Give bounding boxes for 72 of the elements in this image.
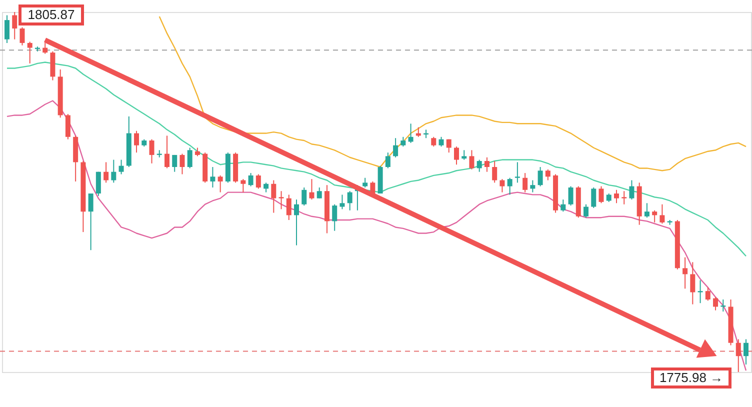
candlestick xyxy=(340,194,345,210)
candlestick xyxy=(568,186,574,206)
candlestick xyxy=(278,190,284,210)
candlestick xyxy=(400,136,406,148)
candlestick xyxy=(210,166,216,188)
candlestick xyxy=(660,204,665,224)
candlestick xyxy=(705,286,710,302)
candlestick xyxy=(286,194,292,221)
candlestick xyxy=(431,136,436,148)
candlestick xyxy=(96,171,101,196)
candlestick xyxy=(507,177,512,196)
candlestick xyxy=(614,189,619,204)
candlestick xyxy=(134,130,140,154)
candlestick xyxy=(309,178,314,200)
candlestick xyxy=(347,190,352,211)
candlestick xyxy=(385,152,390,169)
candlestick xyxy=(316,186,322,199)
candlestick xyxy=(514,162,520,184)
candlestick xyxy=(629,180,634,200)
candlestick xyxy=(476,159,482,172)
candlestick xyxy=(454,146,459,166)
candlestick xyxy=(111,159,116,184)
candlestick xyxy=(88,193,94,251)
candlestick xyxy=(65,114,70,140)
candlestick xyxy=(469,150,474,170)
candlestick xyxy=(713,296,718,311)
candlestick xyxy=(149,138,154,164)
candlestick xyxy=(530,180,536,193)
candlestick xyxy=(538,166,543,187)
candlestick xyxy=(294,199,300,246)
candlestick xyxy=(560,199,566,212)
candlestick xyxy=(4,14,10,44)
annotation: 1775.98 → xyxy=(659,370,724,385)
candlestick xyxy=(180,153,185,175)
candlestick xyxy=(652,210,658,223)
annotation: 1805.87 xyxy=(28,7,75,22)
candlestick xyxy=(408,123,414,144)
candlestick xyxy=(690,262,696,305)
candlestick xyxy=(248,172,254,187)
candlestick xyxy=(240,178,246,193)
candlestick xyxy=(500,178,505,193)
candlestick xyxy=(698,280,703,304)
candlestick xyxy=(522,172,528,193)
candlestick xyxy=(682,256,688,290)
candlestick xyxy=(598,186,604,204)
candlestick xyxy=(744,338,748,366)
candlestick xyxy=(644,202,650,218)
candlestick xyxy=(736,338,741,372)
candlestick xyxy=(172,154,178,172)
candlestick xyxy=(118,159,124,175)
candlestick xyxy=(164,135,170,169)
candlestick xyxy=(104,162,109,184)
candlestick xyxy=(545,168,550,181)
candlestick xyxy=(622,190,627,205)
candlestick xyxy=(462,150,467,160)
candlestick xyxy=(20,26,25,46)
candlestick xyxy=(393,138,398,158)
candlestick xyxy=(438,136,444,148)
candlestick xyxy=(27,41,32,64)
candlestick xyxy=(271,180,276,214)
candlestick xyxy=(187,147,192,169)
candlestick xyxy=(264,182,269,193)
candlestick xyxy=(332,204,338,232)
candlestick xyxy=(218,174,223,193)
candlestick xyxy=(256,174,261,190)
candlestick xyxy=(591,186,596,208)
candlestick xyxy=(302,186,307,206)
candlestick xyxy=(584,204,589,218)
candlestick xyxy=(492,160,498,184)
candlestick xyxy=(446,138,452,154)
candlestick xyxy=(362,177,368,188)
candlestick xyxy=(484,156,490,172)
